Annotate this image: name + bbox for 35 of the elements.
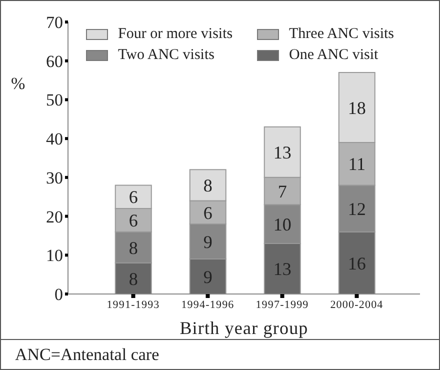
- x-tick-label: 1994-1996: [181, 298, 234, 311]
- y-tick-label: 70: [46, 13, 63, 32]
- data-label: 6: [203, 202, 212, 223]
- y-tick-label: 30: [46, 168, 63, 188]
- legend-label: Three ANC visits: [289, 26, 394, 43]
- data-label: 9: [203, 266, 212, 287]
- data-label: 8: [128, 238, 138, 258]
- data-label: 6: [128, 187, 138, 208]
- legend-label: Four or more visits: [118, 26, 233, 43]
- y-tick-label: 60: [46, 52, 63, 71]
- y-tick-label: 10: [46, 246, 63, 266]
- data-label: 8: [128, 268, 138, 289]
- x-tick-label: 1991-1993: [106, 298, 160, 311]
- y-axis-title: %: [11, 74, 26, 94]
- legend-label: One ANC visit: [289, 47, 378, 64]
- data-label: 8: [203, 176, 212, 196]
- data-label: 16: [348, 253, 366, 274]
- data-label: 10: [273, 214, 292, 234]
- data-label: 18: [348, 98, 366, 118]
- y-tick-label: 50: [46, 90, 63, 110]
- data-label: 7: [278, 181, 287, 202]
- y-tick-label: 40: [46, 130, 63, 149]
- y-tick-label: 20: [46, 207, 63, 226]
- x-tick-label: 2000-2004: [330, 298, 384, 311]
- data-label: 12: [348, 198, 366, 219]
- data-label: 13: [273, 142, 292, 163]
- data-label: 11: [348, 154, 366, 174]
- x-axis-title: Birth year group: [180, 318, 308, 338]
- legend-label: Two ANC visits: [118, 47, 214, 64]
- data-label: 9: [203, 232, 212, 252]
- y-tick-label: 0: [54, 285, 63, 304]
- x-tick-label: 1997-1999: [256, 298, 309, 311]
- text: ANC=Antenatal care: [15, 345, 160, 364]
- data-label: 6: [128, 210, 138, 231]
- data-label: 13: [273, 259, 292, 280]
